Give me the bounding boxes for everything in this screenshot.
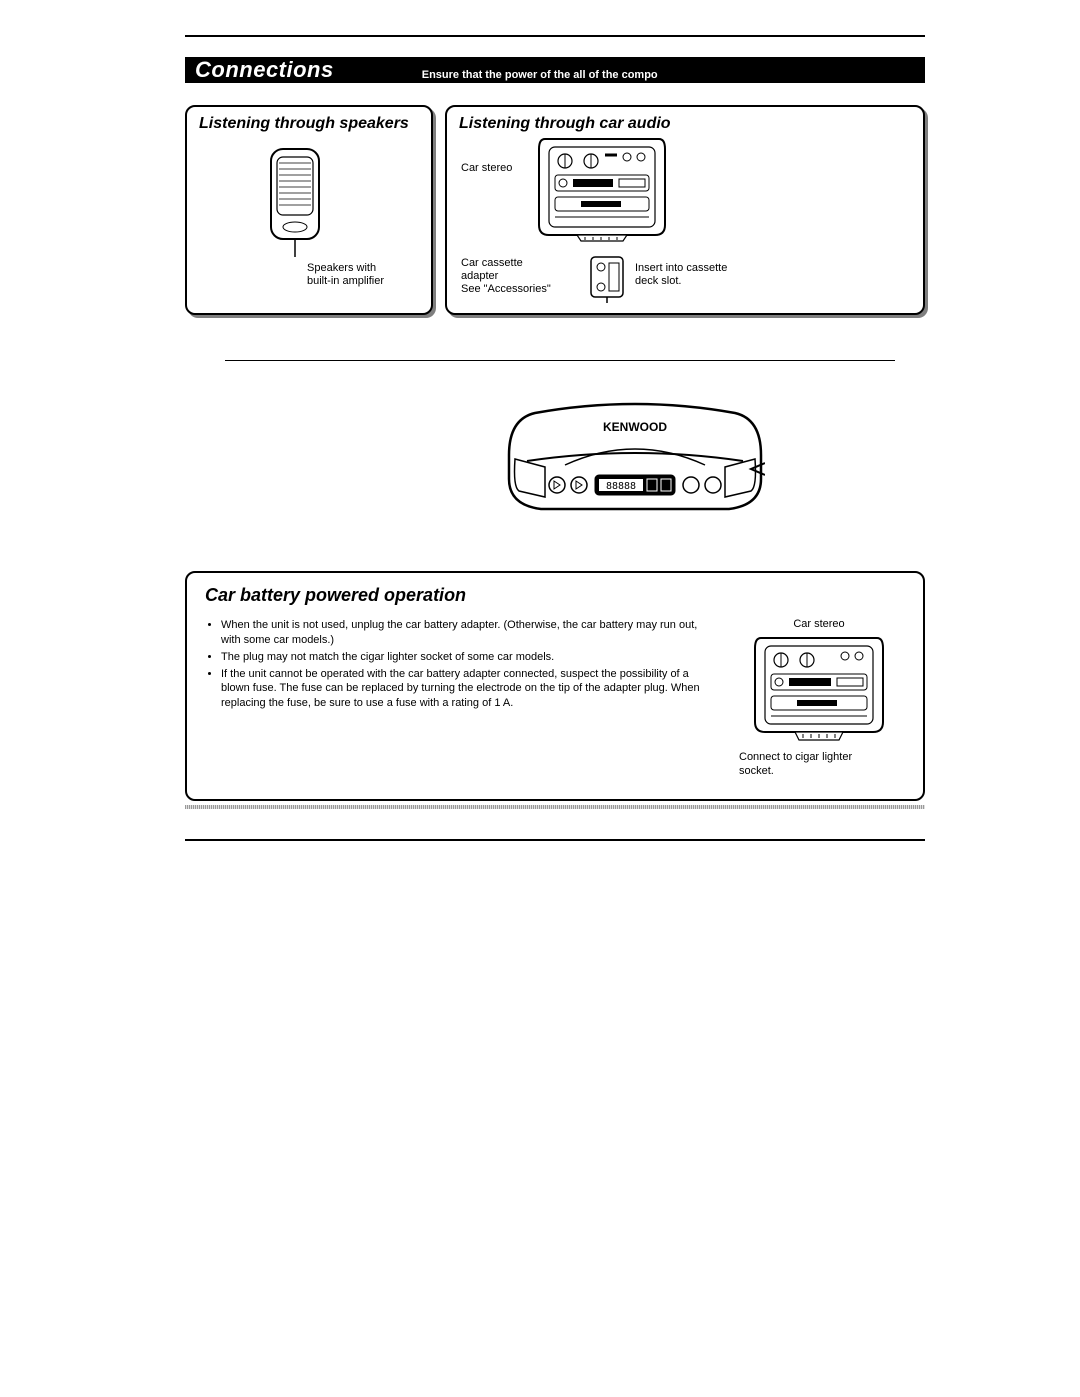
panel-car-battery: Car battery powered operation When the u… <box>185 571 925 801</box>
cd-player-illustration: KENWOOD 88888 <box>345 401 925 521</box>
panel-speakers: Listening through speakers Sp <box>185 105 433 315</box>
connection-wire <box>225 321 895 361</box>
panel-speakers-title: Listening through speakers <box>199 115 421 133</box>
manual-page: Connections Ensure that the power of the… <box>185 35 925 841</box>
car-battery-notes: When the unit is not used, unplug the ca… <box>205 618 711 779</box>
section-title: Connections <box>185 57 352 83</box>
panel-car-title: Listening through car audio <box>459 115 913 133</box>
speaker-icon <box>267 147 323 262</box>
insert-cassette-label: Insert into cassette deck slot. <box>635 262 727 288</box>
car-stereo-icon <box>749 634 889 742</box>
note-item: If the unit cannot be operated with the … <box>221 667 711 712</box>
svg-text:88888: 88888 <box>606 481 636 492</box>
note-item: The plug may not match the cigar lighter… <box>221 650 711 665</box>
speaker-label: Speakers with built-in amplifier <box>307 262 384 288</box>
panel-car-audio: Listening through car audio Car stereo <box>445 105 925 315</box>
car-stereo-label: Car stereo <box>461 162 512 174</box>
car-stereo-icon <box>537 135 667 248</box>
car-stereo-label-bottom: Car stereo <box>729 618 909 630</box>
cassette-adapter-icon <box>587 255 627 308</box>
section-header: Connections Ensure that the power of the… <box>185 57 925 83</box>
top-rule <box>185 35 925 37</box>
section-subtitle: Ensure that the power of the all of the … <box>352 57 925 83</box>
connection-panels: Listening through speakers Sp <box>185 105 925 315</box>
cigar-lighter-label: Connect to cigar lighter socket. <box>729 751 909 779</box>
note-item: When the unit is not used, unplug the ca… <box>221 618 711 648</box>
cassette-adapter-label: Car cassette adapter See "Accessories" <box>461 257 551 297</box>
bottom-rule <box>185 839 925 841</box>
car-battery-diagram: Car stereo <box>729 618 909 779</box>
device-brand-text: KENWOOD <box>603 420 667 434</box>
panel-car-battery-title: Car battery powered operation <box>205 585 909 606</box>
scan-noise <box>185 805 925 809</box>
